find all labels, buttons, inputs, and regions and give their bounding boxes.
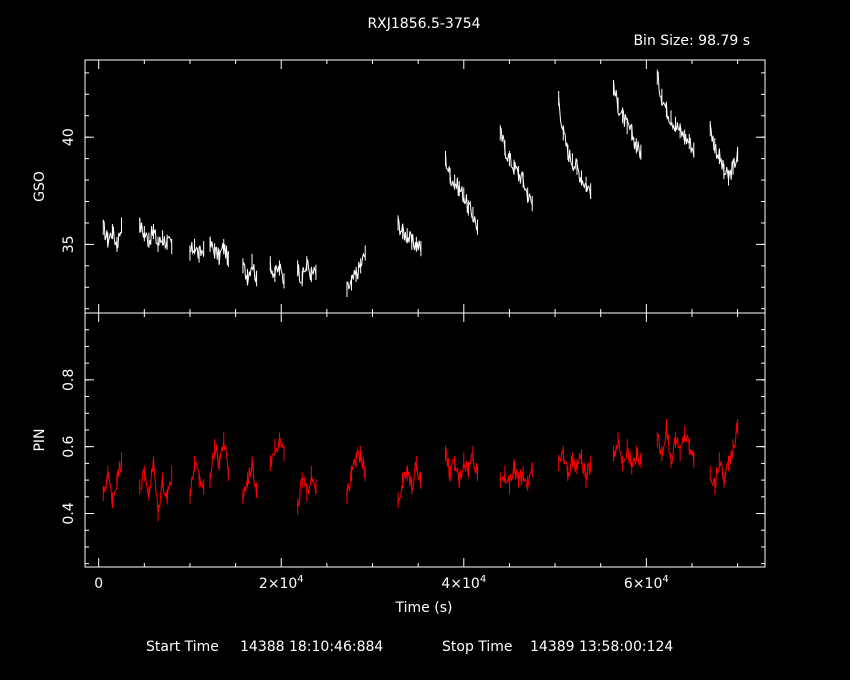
- series-line: [242, 460, 258, 501]
- segment-1: [139, 217, 173, 255]
- x-tick-label: 2×104: [259, 574, 304, 592]
- series-line: [189, 241, 205, 259]
- segment-9: [445, 151, 478, 235]
- footer-stop-value: 14389 13:58:00:124: [530, 639, 673, 655]
- footer-start-value: 14388 18:10:46:884: [240, 639, 383, 655]
- series-line: [139, 458, 173, 514]
- y-axis-label-gso: GSO: [32, 171, 48, 202]
- segment-12: [612, 432, 642, 475]
- series-line: [656, 71, 695, 156]
- segment-6: [297, 465, 317, 515]
- segment-9: [445, 445, 478, 488]
- segment-14: [709, 419, 739, 495]
- segment-7: [346, 445, 366, 505]
- segment-4: [242, 455, 258, 505]
- y-tick-label: 0.8: [61, 369, 77, 391]
- series-line: [269, 262, 285, 285]
- series-line: [499, 126, 533, 205]
- x-axis-label: Time (s): [395, 600, 453, 616]
- segment-6: [297, 256, 317, 287]
- series-line: [558, 97, 592, 199]
- segment-5: [269, 256, 285, 289]
- series-line: [242, 261, 258, 286]
- panel-frame: [84, 312, 766, 568]
- x-axis: 0 2×104 4×104 6×104: [94, 574, 669, 592]
- y-tick-label: 35: [61, 235, 77, 253]
- chart-title: RXJ1856.5-3754: [367, 16, 480, 32]
- y-tick-label: 0.6: [61, 435, 77, 457]
- segment-0: [102, 217, 123, 252]
- segment-4: [242, 253, 258, 287]
- bin-size-label: Bin Size: 98.79 s: [633, 33, 750, 49]
- x-tick-exponent: 4: [662, 574, 668, 585]
- panel-frame: [84, 59, 766, 314]
- segment-2: [189, 238, 205, 263]
- panel-gso: 35 40 GSO: [32, 59, 766, 314]
- segment-8: [397, 215, 422, 257]
- series-line: [558, 449, 592, 481]
- series-gso: [102, 69, 739, 298]
- x-tick-label: 0: [94, 576, 103, 592]
- series-line: [445, 153, 478, 231]
- segment-2: [189, 455, 205, 505]
- segment-7: [346, 245, 366, 298]
- x-tick-exponent: 4: [480, 574, 486, 585]
- segment-5: [269, 432, 285, 472]
- footer-start-label: Start Time: [146, 639, 219, 655]
- segment-3: [209, 432, 229, 488]
- segment-8: [397, 455, 422, 508]
- segment-14: [709, 121, 739, 186]
- series-line: [445, 447, 478, 487]
- segment-3: [209, 236, 229, 267]
- segment-10: [499, 125, 533, 212]
- series-pin: [102, 419, 739, 522]
- segment-11: [558, 445, 592, 488]
- segment-12: [612, 79, 642, 160]
- y-tick-label: 40: [61, 128, 77, 146]
- segment-10: [499, 459, 533, 495]
- segment-0: [102, 452, 123, 508]
- x-tick-exponent: 4: [297, 574, 303, 585]
- panel-pin: 0.4 0.6 0.8 PIN: [32, 312, 766, 568]
- series-line: [189, 461, 205, 498]
- x-tick-label: 4×104: [441, 574, 486, 592]
- series-line: [397, 217, 422, 252]
- segment-13: [656, 69, 695, 158]
- segment-1: [139, 455, 173, 522]
- y-tick-label: 0.4: [61, 502, 77, 524]
- series-line: [139, 218, 173, 250]
- segment-13: [656, 419, 695, 468]
- footer-stop-label: Stop Time: [442, 639, 513, 655]
- series-line: [397, 461, 422, 504]
- series-line: [102, 461, 122, 508]
- y-axis-label-pin: PIN: [32, 428, 48, 451]
- series-line: [269, 437, 285, 467]
- x-tick-label: 6×104: [624, 574, 669, 592]
- series-line: [499, 459, 533, 489]
- segment-11: [558, 91, 592, 199]
- panels-group: 35 40 GSO 0.4 0.6 0.8 PIN: [32, 59, 766, 568]
